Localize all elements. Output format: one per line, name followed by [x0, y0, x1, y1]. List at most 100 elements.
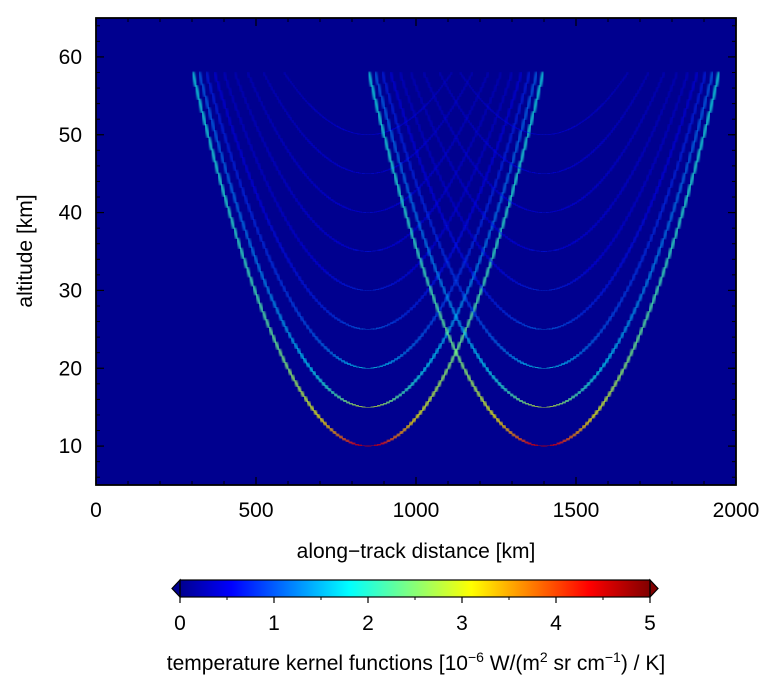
kernel-arc-segment	[679, 205, 686, 220]
kernel-arc-segment	[234, 168, 241, 181]
kernel-arc-segment	[376, 83, 383, 98]
x-tick-label: 1500	[553, 499, 600, 522]
kernel-arc-segment	[194, 84, 201, 101]
kernel-arc-segment	[695, 92, 702, 106]
kernel-arc-segment	[625, 71, 630, 77]
kernel-arc-segment	[415, 247, 422, 260]
kernel-arc-segment	[421, 266, 428, 279]
kernel-arc-segment	[474, 293, 481, 305]
kernel-arc-segment	[644, 310, 651, 322]
kernel-arc-segment	[673, 71, 679, 81]
kernel-arc-segment	[207, 81, 214, 95]
kernel-arc-segment	[218, 89, 225, 102]
kernel-arc-segment	[223, 194, 230, 209]
kernel-arc-segment	[219, 122, 226, 135]
kernel-arc-segment	[232, 226, 239, 240]
kernel-arc-segment	[492, 177, 499, 189]
kernel-arc-segment	[222, 132, 229, 145]
kernel-arc-segment	[689, 112, 696, 126]
kernel-arc-segment	[477, 254, 483, 266]
kernel-arc-segment	[535, 84, 542, 101]
kernel-arc-segment	[370, 84, 377, 101]
kernel-arc-segment	[239, 247, 246, 260]
kernel-arc-segment	[407, 191, 414, 204]
kernel-arc-segment	[221, 98, 228, 110]
kernel-arc-segment	[513, 140, 520, 154]
kernel-arc-segment	[680, 141, 687, 154]
kernel-arc-segment	[663, 194, 669, 206]
kernel-arc-segment	[657, 275, 664, 288]
kernel-arc-segment	[204, 123, 211, 139]
kernel-arc-segment	[229, 216, 236, 230]
kernel-arc-segment	[517, 71, 523, 84]
kernel-arc-segment	[699, 106, 706, 121]
kernel-arc-segment	[224, 107, 230, 119]
colorbar-tick-label: 2	[362, 612, 374, 635]
kernel-arc-segment	[200, 110, 207, 127]
kernel-arc-segment	[410, 168, 417, 181]
kernel-arc-segment	[508, 71, 514, 82]
kernel-arc-segment	[695, 148, 702, 163]
kernel-arc-segment	[440, 318, 447, 329]
kernel-arc-segment	[386, 117, 392, 132]
kernel-arc-segment	[383, 81, 390, 95]
kernel-arc-segment	[411, 237, 418, 250]
kernel-arc-segment	[197, 71, 204, 86]
kernel-arc-segment	[392, 112, 399, 126]
kernel-arc-segment	[395, 150, 402, 165]
kernel-arc-segment	[514, 80, 521, 93]
kernel-arc-segment	[410, 201, 417, 214]
kernel-arc-segment	[402, 205, 409, 220]
kernel-arc-segment	[245, 266, 252, 279]
kernel-arc-segment	[397, 98, 404, 110]
kernel-arc-segment	[401, 141, 408, 154]
kernel-arc-segment	[231, 159, 238, 172]
kernel-arc-segment	[240, 186, 246, 198]
kernel-arc-segment	[386, 92, 393, 106]
kernel-arc-segment	[506, 107, 512, 119]
kernel-arc-segment	[679, 115, 685, 127]
kernel-arc-segment	[525, 123, 532, 139]
kernel-arc-segment	[494, 237, 501, 250]
kernel-arc-segment	[213, 129, 220, 143]
kernel-arc-segment	[509, 183, 516, 198]
kernel-arc-segment	[404, 150, 411, 163]
kernel-arc-segment	[711, 84, 718, 101]
kernel-arc-segment	[686, 150, 693, 165]
kernel-arc-segment	[645, 71, 651, 78]
x-tick-label: 0	[90, 499, 102, 522]
kernel-arc-segment	[692, 102, 699, 116]
kernel-arc-segment	[228, 150, 235, 163]
kernel-arc-segment	[419, 194, 425, 206]
kernel-arc-segment	[232, 132, 239, 144]
kernel-arc-segment	[413, 177, 420, 189]
kernel-arc-segment	[373, 97, 380, 114]
kernel-arc-segment	[677, 150, 684, 163]
kernel-arc-segment	[538, 71, 545, 88]
kernel-arc-segment	[403, 115, 409, 127]
kernel-arc-segment	[497, 132, 504, 144]
kernel-arc-segment	[668, 210, 675, 223]
kernel-arc-segment	[486, 228, 493, 241]
kernel-arc-segment	[220, 183, 227, 198]
kernel-arc-segment	[449, 71, 454, 77]
kernel-arc-segment	[497, 71, 503, 81]
y-tick-label: 40	[59, 202, 82, 225]
kernel-arc-segment	[495, 168, 502, 181]
kernel-arc-segment	[676, 216, 683, 230]
kernel-arc-segment	[213, 160, 220, 175]
kernel-arc-segment	[708, 97, 715, 114]
kernel-arc-segment	[696, 117, 702, 132]
colorbar-tick-label: 5	[644, 612, 656, 635]
kernel-arc-segment	[701, 123, 708, 139]
kernel-arc-segment	[429, 254, 435, 266]
kernel-arc-segment	[216, 140, 223, 154]
kernel-arc-segment	[248, 275, 255, 288]
kernel-arc-segment	[425, 245, 432, 258]
kernel-arc-segment	[647, 301, 654, 313]
kernel-arc-segment	[200, 83, 207, 98]
colorbar: 0 1 2 3 4 5	[171, 578, 659, 635]
kernel-arc-segment	[469, 71, 475, 78]
kernel-arc-segment	[490, 247, 497, 260]
